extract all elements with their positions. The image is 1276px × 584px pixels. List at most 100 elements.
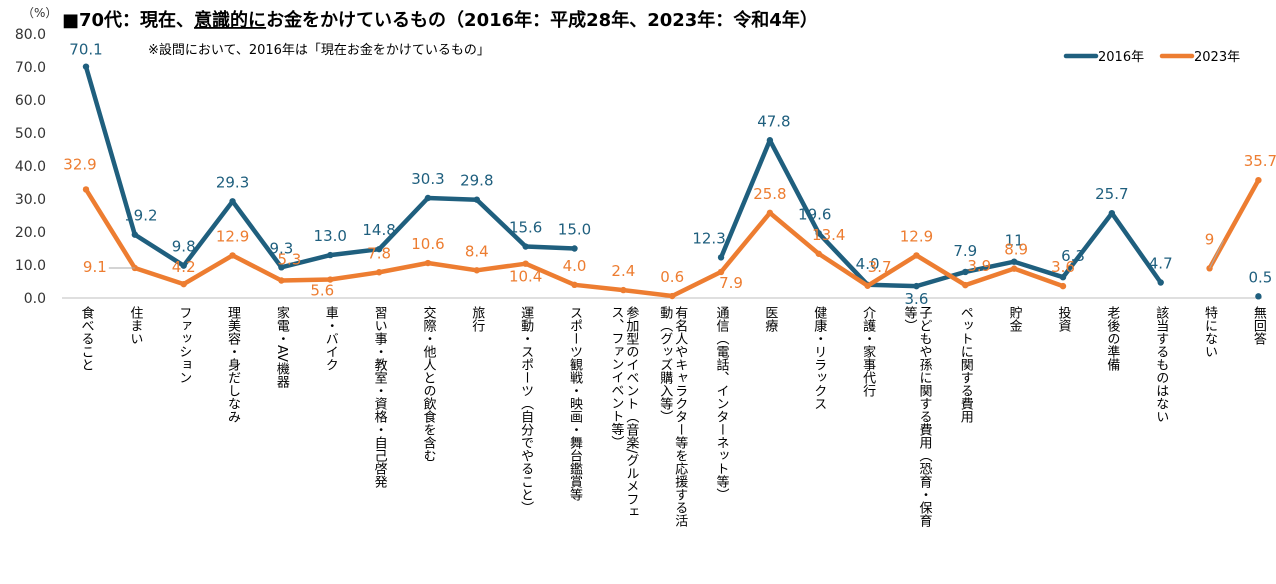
x-category-label: 参加型のイベント（音楽/グルメフェス、ファンイベント等） (608, 305, 639, 518)
data-label: 14.8 (362, 221, 395, 239)
data-label: 10.4 (509, 268, 542, 286)
y-tick-label: 70.0 (15, 60, 46, 76)
data-label: 9 (1205, 230, 1215, 248)
data-label: 25.8 (753, 185, 786, 203)
data-label: 35.7 (1244, 152, 1276, 170)
data-label: 4.7 (1149, 254, 1173, 272)
data-label: 10.6 (411, 235, 444, 253)
x-category-label: 介護・家事代行 (860, 306, 876, 398)
data-label: 3.6 (1051, 258, 1075, 276)
x-category-label: 該当するものはない (1153, 305, 1169, 423)
x-category-label: 子どもや孫に関する費用（恐育・保育等） (901, 305, 932, 528)
data-label: 15.6 (509, 219, 542, 237)
y-tick-label: 0.0 (24, 291, 46, 307)
data-label: 11 (1005, 232, 1024, 250)
data-label: 3.7 (868, 258, 892, 276)
data-label: 2.4 (611, 262, 635, 280)
legend-label-2023: 2023年 (1194, 50, 1240, 65)
x-category-label: 運動・スポーツ（自分でやること） (518, 306, 534, 514)
data-label: 47.8 (757, 112, 790, 130)
data-label: 15.0 (558, 221, 591, 239)
x-category-label: 老後の準備 (1104, 306, 1120, 371)
leader-line (1209, 240, 1224, 269)
data-label: 32.9 (63, 155, 96, 173)
series-line-2023年 (1207, 177, 1261, 271)
y-tick-label: 60.0 (15, 93, 46, 109)
x-category-label: スポーツ観戦・映画・舞台鑑賞等 (567, 306, 583, 501)
data-label: 7.9 (719, 274, 743, 292)
y-tick-label: 50.0 (15, 126, 46, 142)
y-tick-label: 80.0 (15, 27, 46, 43)
y-tick-label: 20.0 (15, 225, 46, 241)
chart-title: ■70代：現在、意識的にお金をかけているもの（2016年：平成28年、2023年… (62, 9, 818, 31)
x-category-label: 通信（電話、インターネット等） (714, 306, 730, 501)
x-category-label: 住まい (127, 306, 143, 345)
x-category-label: 家電・AV機器 (274, 305, 290, 389)
series-line-2023年 (83, 187, 1066, 299)
x-category-label: 交際・他人との飲食を含む (420, 305, 436, 462)
leader-lines (108, 240, 1224, 269)
data-label: 5.3 (277, 251, 301, 269)
y-axis-unit: （%） (22, 6, 57, 20)
data-label: 0.5 (1248, 268, 1272, 286)
data-label: 5.6 (310, 282, 334, 300)
legend-label-2016: 2016年 (1098, 50, 1144, 65)
data-label: 25.7 (1095, 185, 1128, 203)
data-label: 13.4 (812, 226, 845, 244)
data-point (1255, 293, 1262, 300)
x-category-label: 医療 (762, 306, 778, 332)
data-label: 7.8 (367, 244, 391, 262)
data-label: 70.1 (69, 41, 102, 59)
series-lines (82, 63, 1262, 300)
data-label: 12.9 (216, 227, 249, 245)
data-label: 30.3 (411, 170, 444, 188)
category-labels: 食べること 住まい ファッション 理美容・身だしなみ 家電・AV機器 車・バイク 習い事・教… (79, 305, 1267, 528)
x-category-label: 特にない (1202, 306, 1218, 358)
series-line-2016年 (83, 64, 577, 270)
series-line-2016年 (718, 138, 1163, 289)
survey-note: ※設問において、2016年は「現在お金をかけているもの」 (148, 42, 490, 58)
data-label: 9.3 (269, 239, 293, 257)
data-label: 12.9 (900, 227, 933, 245)
y-tick-label: 30.0 (15, 192, 46, 208)
data-label: 9.8 (172, 238, 196, 256)
data-label: 19.2 (124, 207, 157, 225)
data-label: 8.9 (1004, 241, 1028, 259)
data-label: 13.0 (314, 227, 347, 245)
data-label: 6.3 (1061, 247, 1085, 265)
data-label: 19.6 (798, 205, 831, 223)
y-tick-label: 10.0 (15, 258, 46, 274)
x-category-label: ファッション (176, 306, 191, 384)
x-category-label: 投資 (1056, 305, 1072, 332)
legend: 2016年 2023年 (1063, 50, 1240, 65)
data-label: 29.8 (460, 172, 493, 190)
data-label: 3.6 (905, 290, 929, 308)
x-category-label: 車・バイク (323, 306, 339, 371)
data-labels: 70.1 19.2 9.8 29.3 9.3 13.0 14.8 30.3 29.8 15.6 15… (63, 41, 1276, 308)
data-label: 0.6 (660, 268, 684, 286)
data-label: 4.0 (856, 255, 880, 273)
x-category-label: 健康・リラックス (811, 306, 827, 410)
data-label: 29.3 (216, 173, 249, 191)
x-category-label: ペットに関する費用 (958, 306, 974, 424)
data-label: 12.3 (692, 229, 725, 247)
x-category-label: 無回答 (1251, 306, 1267, 345)
y-axis-ticks: 0.0 10.0 20.0 30.0 40.0 50.0 60.0 70.0 80.0 (15, 27, 46, 307)
data-label: 4.0 (563, 257, 587, 275)
data-label: 7.9 (953, 242, 977, 260)
title-underlined: 意識的に (194, 9, 266, 31)
title-prefix: ■70代：現在、 (62, 9, 194, 31)
title-suffix: お金をかけているもの（2016年：平成28年、2023年：令和4年） (266, 9, 818, 31)
x-category-label: 食べること (79, 305, 95, 371)
x-category-label: 貯金 (1007, 306, 1023, 332)
data-label: 9.1 (83, 258, 107, 276)
data-label: 8.4 (465, 242, 489, 260)
x-category-label: 旅行 (469, 306, 485, 333)
x-category-label: 有名人やキャラクター等を応援する活動（グッズ購入等） (657, 306, 688, 527)
x-category-label: 習い事・教室・資格・自己啓発 (372, 306, 388, 489)
data-label: 4.2 (172, 258, 196, 276)
y-tick-label: 40.0 (15, 159, 46, 175)
x-category-label: 理美容・身だしなみ (225, 306, 241, 423)
data-label: 3.9 (967, 257, 991, 275)
